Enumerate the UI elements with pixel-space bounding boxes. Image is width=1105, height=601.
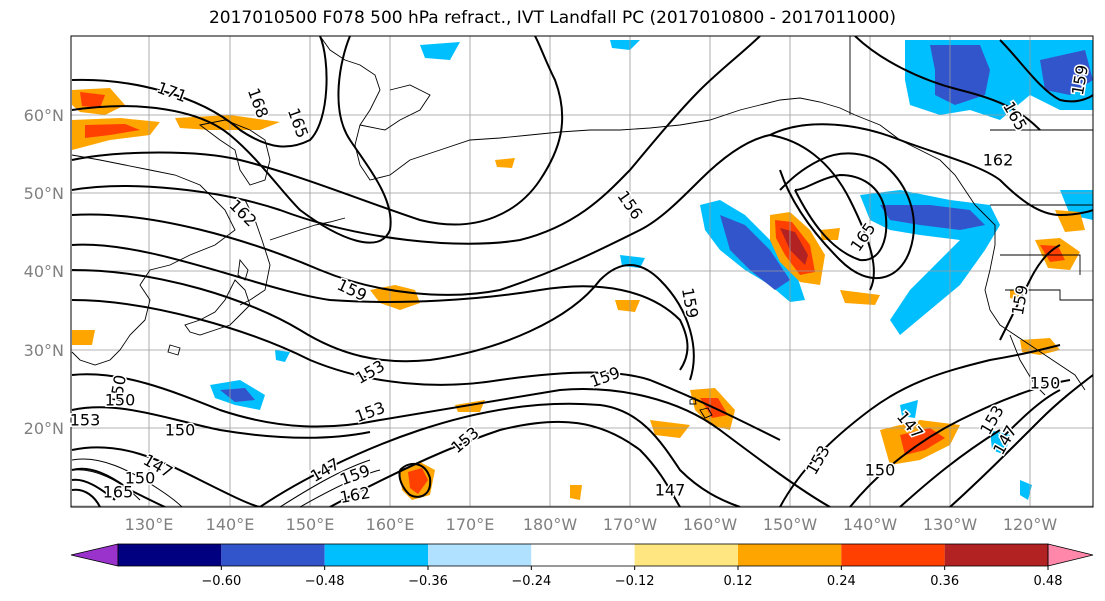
- refractivity-contours-thin: [71, 458, 381, 507]
- colorbar-tick-label: 0.48: [1034, 574, 1063, 589]
- colorbar-swatch: [841, 544, 945, 566]
- colorbar-swatch: [118, 544, 222, 566]
- contour-label: 150: [865, 461, 896, 480]
- colorbar-frame: [117, 543, 1049, 567]
- contour-label: 147: [655, 481, 686, 500]
- colorbar-swatch: [634, 544, 738, 566]
- lon-label: 170°W: [603, 515, 658, 534]
- colorbar-tick-label: 0.12: [724, 574, 753, 589]
- colorbar-swatch: [324, 544, 428, 566]
- latitude-labels: 60°N 50°N 40°N 30°N 20°N: [24, 106, 64, 438]
- colorbar: −0.60 −0.48 −0.36 −0.24 −0.12 0.12 0.24 0.36 0.4…: [70, 543, 1094, 589]
- colorbar-tick-label: 0.24: [827, 574, 856, 589]
- colorbar-swatch: [221, 544, 325, 566]
- colorbar-tick-label: −0.12: [615, 574, 655, 589]
- colorbar-tick-label: −0.60: [201, 574, 241, 589]
- lon-label: 160°E: [366, 515, 415, 534]
- lat-label: 40°N: [24, 262, 64, 281]
- lon-label: 140°E: [206, 515, 255, 534]
- contour-label: 162: [983, 151, 1014, 170]
- lon-label: 160°W: [683, 515, 738, 534]
- refractivity-contours: [71, 36, 1093, 507]
- colorbar-swatch: [428, 544, 532, 566]
- lat-label: 20°N: [24, 419, 64, 438]
- contour-label: 150: [1030, 374, 1061, 393]
- lon-label: 130°E: [125, 515, 174, 534]
- lon-label: 150°W: [763, 515, 818, 534]
- lon-label: 180°W: [523, 515, 578, 534]
- colorbar-tick-label: −0.48: [305, 574, 345, 589]
- longitude-labels: 130°E 140°E 150°E 160°E 170°E 180°W 170°…: [125, 515, 1058, 534]
- contour-label: 150: [125, 469, 156, 488]
- lon-label: 120°W: [1003, 515, 1058, 534]
- contour-label: 153: [70, 411, 101, 430]
- lon-label: 150°E: [286, 515, 335, 534]
- colorbar-swatch: [531, 544, 635, 566]
- colorbar-extend-low: [70, 543, 119, 567]
- map-title: 2017010500 F078 500 hPa refract., IVT La…: [208, 8, 896, 28]
- gridlines: [71, 36, 1093, 507]
- lat-label: 30°N: [24, 341, 64, 360]
- colorbar-extend-high: [1047, 543, 1094, 567]
- colorbar-swatch: [738, 544, 842, 566]
- contour-label: 165: [103, 483, 134, 502]
- lat-label: 60°N: [24, 106, 64, 125]
- lat-label: 50°N: [24, 184, 64, 203]
- lon-label: 140°W: [843, 515, 898, 534]
- colorbar-tick-label: 0.36: [930, 574, 959, 589]
- colorbar-swatch: [944, 544, 1048, 566]
- lon-label: 130°W: [923, 515, 978, 534]
- colorbar-tick-label: −0.24: [511, 574, 551, 589]
- contour-label: 150: [105, 391, 136, 410]
- map-frame: [70, 35, 1094, 508]
- lon-label: 170°E: [446, 515, 495, 534]
- contour-label: 150: [165, 421, 196, 440]
- colorbar-tick-label: −0.36: [408, 574, 448, 589]
